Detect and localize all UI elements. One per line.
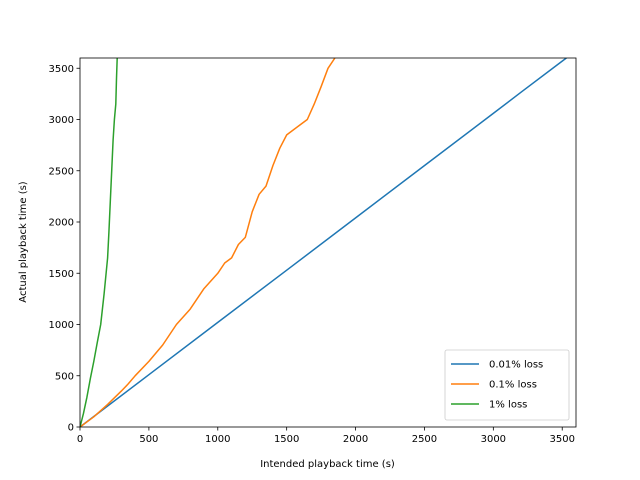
x-tick-label: 0: [77, 434, 83, 445]
y-axis-label: Actual playback time (s): [18, 181, 29, 303]
y-tick-label: 0: [68, 423, 74, 434]
x-tick-label: 1000: [205, 434, 230, 445]
x-tick-label: 500: [139, 434, 158, 445]
y-tick-label: 2500: [49, 166, 74, 177]
y-tick-label: 1500: [49, 269, 74, 280]
y-tick-label: 500: [55, 371, 74, 382]
legend-label-2: 0.1% loss: [489, 380, 537, 391]
legend-label-3: 1% loss: [489, 400, 527, 411]
x-tick-label: 3000: [481, 434, 506, 445]
series-lines: [80, 58, 567, 427]
y-tick-label: 3000: [49, 115, 74, 126]
series-line-3: [80, 58, 118, 427]
x-tick-label: 1500: [274, 434, 299, 445]
series-line-1: [80, 58, 567, 427]
legend: 0.01% loss 0.1% loss 1% loss: [444, 349, 570, 421]
x-axis-label: Intended playback time (s): [260, 459, 395, 470]
legend-label-1: 0.01% loss: [489, 360, 543, 371]
legend-box: [444, 349, 570, 421]
series-layer: [80, 58, 567, 427]
x-tick-label: 2500: [412, 434, 437, 445]
plot-frame: [79, 57, 577, 428]
y-tick-label: 2000: [49, 218, 74, 229]
y-tick-label: 3500: [49, 64, 74, 75]
y-tick-label: 1000: [49, 320, 74, 331]
series-line-2: [80, 58, 336, 427]
axes-layer: 0 500 1000 1500 2000 2500 3000 3500 0 500 1000 1500…: [49, 57, 577, 445]
x-tick-label: 2000: [343, 434, 368, 445]
x-tick-label: 3500: [549, 434, 574, 445]
